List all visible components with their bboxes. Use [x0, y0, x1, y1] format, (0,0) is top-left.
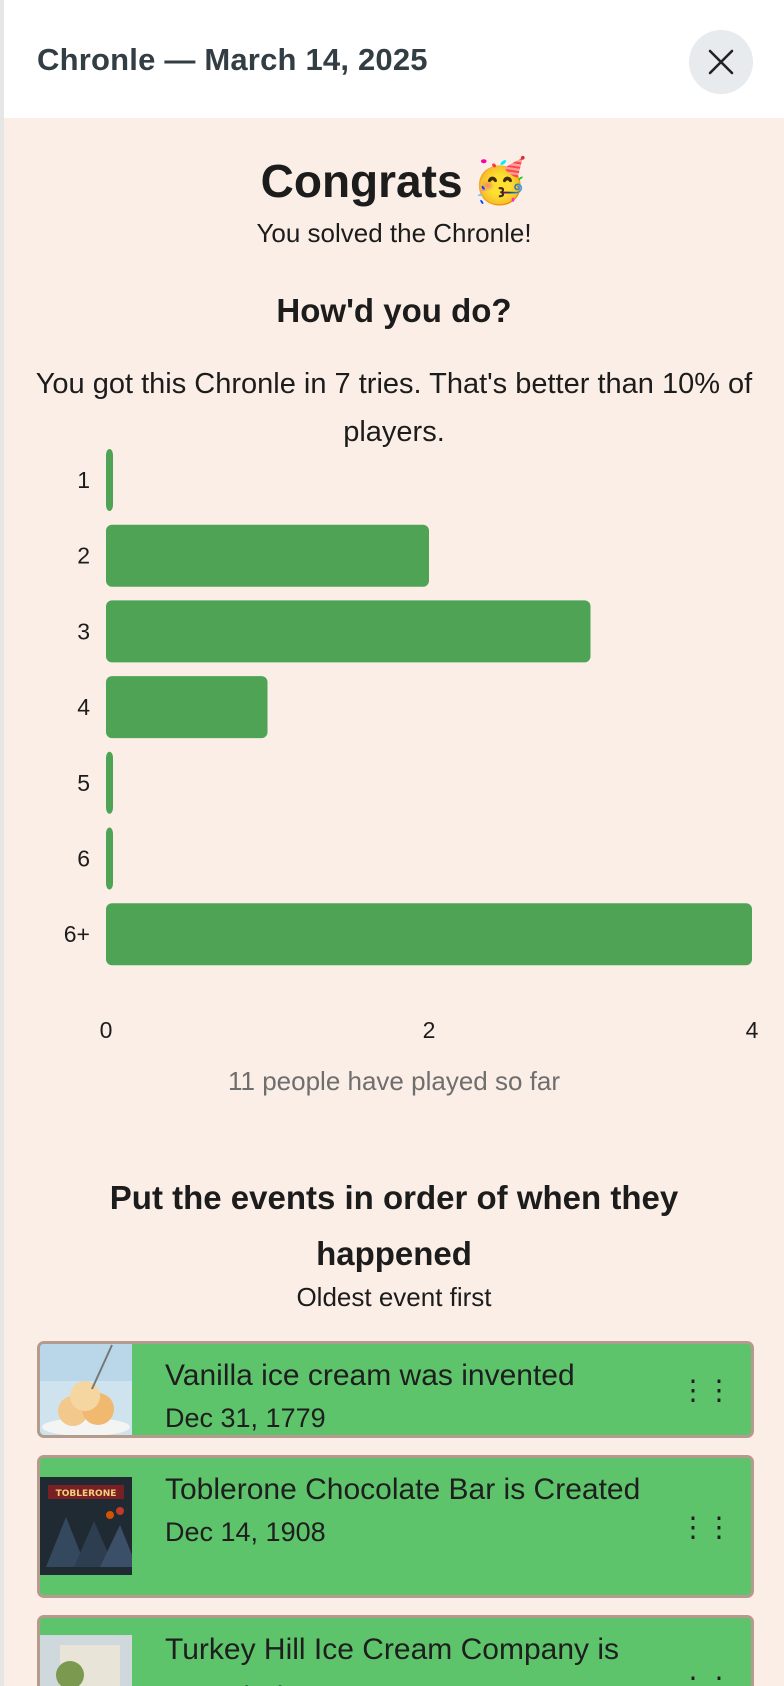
close-icon	[708, 49, 734, 75]
category-label-4: 4	[77, 694, 90, 720]
bar-5	[106, 751, 113, 814]
category-label-6: 6	[77, 846, 90, 872]
event-card[interactable]: TOBLERONE Toblerone Chocolate Bar is Cre…	[37, 1455, 754, 1598]
event-date: Dec 31, 1779	[165, 1403, 326, 1433]
event-thumbnail	[40, 1618, 132, 1686]
bar-6+	[106, 903, 752, 966]
bar-6	[106, 827, 113, 890]
bar-2	[106, 524, 429, 587]
event-thumbnail	[40, 1344, 132, 1435]
drag-handle-icon[interactable]: ⋮⋮	[679, 1670, 733, 1686]
event-card[interactable]: Turkey Hill Ice Cream Company is Founded…	[37, 1615, 754, 1686]
category-label-1: 1	[77, 467, 90, 493]
events-section-subtitle: Oldest event first	[296, 1282, 492, 1312]
events-section-title: Put the events in order of when they hap…	[109, 1179, 679, 1272]
close-button[interactable]	[689, 30, 753, 94]
turkey-hill-image	[40, 1618, 132, 1686]
toblerone-image: TOBLERONE	[40, 1458, 132, 1595]
bar-4	[106, 676, 268, 739]
bar-3	[106, 600, 591, 663]
event-name: Toblerone Chocolate Bar is Created	[165, 1473, 641, 1506]
category-label-3: 3	[77, 618, 90, 644]
party-face-icon: 🥳	[472, 157, 528, 206]
event-thumbnail: TOBLERONE	[40, 1458, 132, 1595]
stats-heading: How'd you do?	[276, 292, 512, 329]
dialog-title: Chronle — March 14, 2025	[37, 42, 428, 77]
event-date: Dec 14, 1908	[165, 1517, 326, 1547]
bar-1	[106, 449, 113, 511]
category-label-2: 2	[77, 543, 90, 569]
event-name: Turkey Hill Ice Cream Company is Founded	[165, 1633, 619, 1686]
x-tick-label-4: 4	[746, 1017, 759, 1043]
category-label-5: 5	[77, 770, 90, 796]
category-label-6+: 6+	[64, 921, 90, 947]
event-name: Vanilla ice cream was invented	[165, 1359, 575, 1392]
congrats-title: Congrats	[260, 155, 463, 207]
toblerone-logo-text: TOBLERONE	[56, 1489, 117, 1499]
drag-handle-icon[interactable]: ⋮⋮	[679, 1374, 733, 1405]
x-tick-label-2: 2	[423, 1017, 436, 1043]
drag-handle-icon[interactable]: ⋮⋮	[679, 1511, 733, 1542]
guess-distribution-chart: 1 2 3 4 5 6 6+ 0 2 4	[64, 449, 759, 1043]
x-tick-label-0: 0	[100, 1017, 113, 1043]
left-edge-divider	[0, 0, 4, 1686]
results-panel: Congrats 🥳 You solved the Chronle! How'd…	[4, 118, 784, 1686]
solved-subtitle: You solved the Chronle!	[256, 218, 532, 248]
ice-cream-image	[40, 1344, 132, 1435]
dialog-header: Chronle — March 14, 2025	[4, 0, 784, 118]
event-card[interactable]: Vanilla ice cream was invented Dec 31, 1…	[37, 1341, 754, 1438]
congrats-heading: Congrats 🥳	[4, 154, 784, 208]
players-count-text: 11 people have played so far	[228, 1066, 560, 1096]
result-text: You got this Chronle in 7 tries. That's …	[35, 368, 753, 448]
